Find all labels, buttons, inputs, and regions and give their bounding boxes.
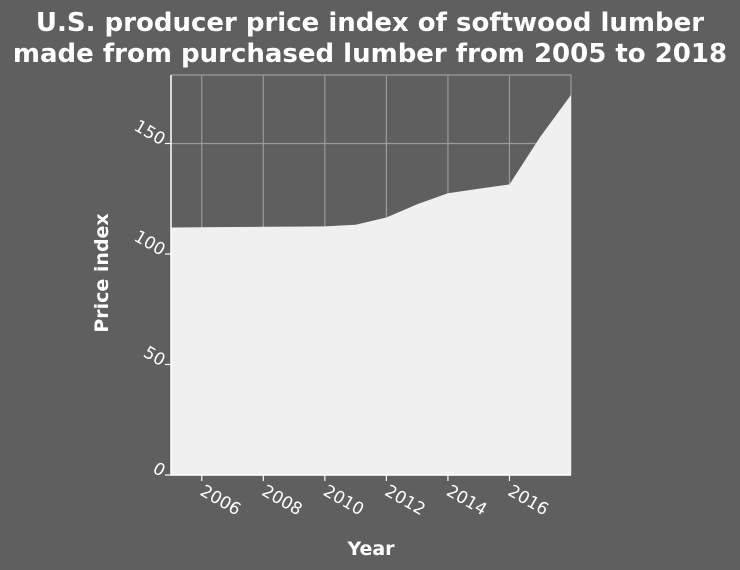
x-tick-label-1: 2008 bbox=[258, 481, 305, 520]
y-tick-label-1: 50 bbox=[140, 343, 169, 371]
x-axis-ticks: 2006 2008 2010 2012 2014 2016 bbox=[197, 475, 552, 520]
x-tick-label-3: 2012 bbox=[381, 481, 428, 520]
y-axis-label: Price index bbox=[91, 213, 113, 332]
x-tick-label-5: 2016 bbox=[504, 481, 551, 520]
chart-title-line-1: U.S. producer price index of softwood lu… bbox=[36, 8, 704, 38]
y-tick-label-2: 100 bbox=[130, 227, 168, 261]
x-tick-label-2: 2010 bbox=[320, 481, 367, 520]
x-axis-label: Year bbox=[346, 538, 395, 560]
y-tick-label-3: 150 bbox=[130, 116, 168, 150]
x-tick-label-4: 2014 bbox=[443, 481, 490, 520]
area-series bbox=[171, 94, 571, 476]
y-tick-label-0: 0 bbox=[149, 459, 168, 482]
y-axis-ticks: 0 50 100 150 bbox=[130, 116, 171, 481]
chart-title-line-2: made from purchased lumber from 2005 to … bbox=[13, 39, 727, 69]
x-tick-label-0: 2006 bbox=[197, 481, 244, 520]
